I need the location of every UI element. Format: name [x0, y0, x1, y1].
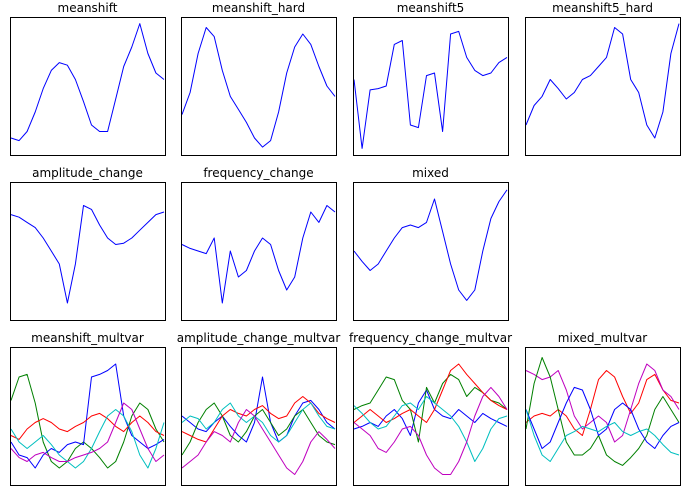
- series-line-4: [181, 402, 336, 443]
- series-line-1: [525, 370, 680, 436]
- series-line-5: [181, 409, 336, 475]
- series-line-3: [10, 412, 165, 440]
- series-line-1: [353, 389, 508, 436]
- subplot-mixed: mixed: [353, 166, 509, 321]
- subplot-title: meanshift_hard: [212, 1, 305, 15]
- subplot-title: mixed_multvar: [558, 331, 648, 345]
- series-line-2: [10, 363, 165, 469]
- subplot-title: meanshift5_hard: [552, 1, 653, 15]
- subplot-meanshift5-hard: meanshift5_hard: [525, 1, 681, 156]
- subplot-title: amplitude_change: [32, 166, 143, 180]
- series-line-2: [525, 363, 680, 443]
- axes-frame: [181, 347, 337, 486]
- series-line-1: [353, 30, 508, 149]
- series-line-2: [353, 373, 508, 443]
- subplot-title: frequency_change_multvar: [349, 331, 512, 345]
- subplot-meanshift5: meanshift5: [353, 1, 509, 156]
- series-line-4: [353, 396, 508, 462]
- subplot-frequency-change-multvar: frequency_change_multvar: [349, 331, 512, 486]
- subplot-meanshift: meanshift: [10, 1, 166, 156]
- series-line-3: [525, 357, 680, 466]
- subplot-mixed-multvar: mixed_multvar: [525, 331, 681, 486]
- series-line-4: [525, 386, 680, 449]
- subplot-title: mixed: [412, 166, 449, 180]
- subplot-amplitude-change: amplitude_change: [10, 166, 166, 321]
- subplot-title: amplitude_change_multvar: [177, 331, 341, 345]
- axes-frame: [353, 182, 509, 321]
- series-line-1: [10, 205, 165, 304]
- series-line-5: [525, 409, 680, 462]
- series-line-1: [10, 373, 165, 469]
- axes-frame: [525, 17, 681, 156]
- axes-frame: [10, 17, 166, 156]
- axes-frame: [10, 182, 166, 321]
- axes-frame: [10, 347, 166, 486]
- series-line-4: [10, 409, 165, 469]
- subplot-title: meanshift5: [397, 1, 465, 15]
- subplot-amplitude-change-multvar: amplitude_change_multvar: [177, 331, 341, 486]
- series-line-3: [353, 363, 508, 423]
- axes-frame: [181, 182, 337, 321]
- axes-frame: [353, 17, 509, 156]
- series-line-2: [181, 402, 336, 456]
- subplot-title: meanshift: [58, 1, 118, 15]
- series-line-1: [525, 23, 680, 139]
- axes-frame: [353, 347, 509, 486]
- axes-frame: [181, 17, 337, 156]
- axes-frame: [525, 347, 681, 486]
- subplot-title: meanshift_multvar: [31, 331, 144, 345]
- subplot-frequency-change: frequency_change: [181, 166, 337, 321]
- subplot-meanshift-hard: meanshift_hard: [181, 1, 337, 156]
- series-line-1: [10, 23, 165, 142]
- series-line-1: [181, 205, 336, 304]
- subplot-meanshift-multvar: meanshift_multvar: [10, 331, 166, 486]
- subplot-title: frequency_change: [203, 166, 313, 180]
- series-line-1: [181, 27, 336, 148]
- series-line-5: [353, 386, 508, 475]
- series-line-1: [353, 189, 508, 301]
- series-line-1: [181, 376, 336, 443]
- series-line-5: [10, 402, 165, 462]
